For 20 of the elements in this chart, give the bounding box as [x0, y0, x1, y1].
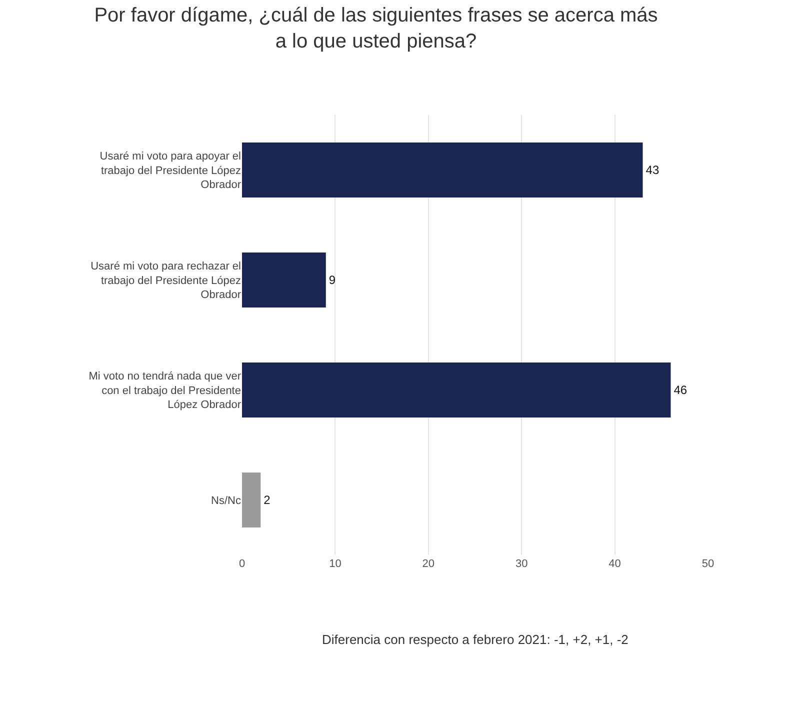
data-label: 43 [646, 163, 660, 177]
x-tick-label: 20 [422, 558, 435, 570]
text: Diferencia con respecto a febrero 2021: -1, +2, +1, -2 [322, 632, 628, 647]
y-tick-label: Usaré mi voto para apoyar el trabajo del Presidente López Obrador [100, 150, 242, 192]
data-label: 2 [264, 493, 271, 507]
y-tick-label: Usaré mi voto para rechazar el trabajo del Presidente López Obrador [90, 260, 242, 302]
x-tick-label: 10 [329, 558, 342, 570]
x-tick-label: 30 [515, 558, 528, 570]
y-tick-label: Mi voto no tendrá nada que ver con el trabajo del Presidente López Obrador [88, 370, 242, 412]
bar [242, 472, 261, 528]
bar [242, 252, 326, 308]
x-tick-label: 0 [238, 558, 246, 570]
data-label: 46 [674, 383, 688, 397]
x-tick-label: 40 [608, 558, 621, 570]
bar [242, 362, 671, 418]
x-tick-label: 50 [702, 558, 714, 570]
chart-title: Por favor dígame, ¿cuál de las siguientes frases se acerca más a lo que usted piensa? [94, 4, 658, 52]
bar [242, 142, 643, 198]
y-tick-label: Ns/Nc [211, 494, 242, 507]
data-label: 9 [328, 273, 336, 287]
